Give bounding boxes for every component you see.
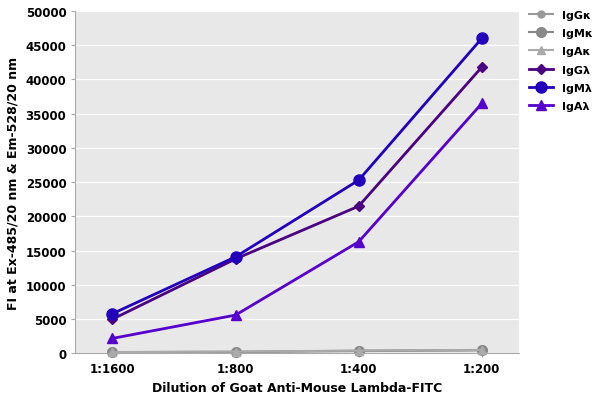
Line: IgAκ: IgAκ [108,346,486,356]
IgMλ [232,255,239,259]
IgMκ [232,350,239,354]
IgMκ [478,348,485,352]
IgGκ [232,350,239,354]
IgGλ [355,204,362,209]
IgGλ [109,317,116,322]
IgAκ [232,349,239,354]
IgGκ [109,350,116,355]
Line: IgGκ: IgGκ [109,347,485,356]
Y-axis label: FI at Ex-485/20 nm & Em-528/20 nm: FI at Ex-485/20 nm & Em-528/20 nm [7,57,20,309]
IgAκ [478,348,485,352]
IgAκ [355,348,362,353]
IgMκ [109,350,116,354]
IgGλ [232,257,239,262]
IgAλ [355,240,362,245]
Line: IgAλ: IgAλ [107,99,487,343]
IgAλ [109,336,116,341]
IgGλ [478,65,485,70]
IgMλ [478,37,485,42]
IgGκ [355,349,362,354]
Line: IgMλ: IgMλ [107,34,487,320]
IgMκ [355,348,362,353]
IgAλ [232,313,239,318]
IgMλ [355,178,362,183]
Legend: IgGκ, IgMκ, IgAκ, IgGλ, IgMλ, IgAλ: IgGκ, IgMκ, IgAκ, IgGλ, IgMλ, IgAλ [529,10,593,112]
IgAλ [478,102,485,107]
Line: IgGλ: IgGλ [109,65,485,323]
X-axis label: Dilution of Goat Anti-Mouse Lambda-FITC: Dilution of Goat Anti-Mouse Lambda-FITC [152,381,442,394]
IgMλ [109,312,116,316]
IgGκ [478,348,485,353]
IgAκ [109,350,116,354]
Line: IgMκ: IgMκ [107,345,487,357]
